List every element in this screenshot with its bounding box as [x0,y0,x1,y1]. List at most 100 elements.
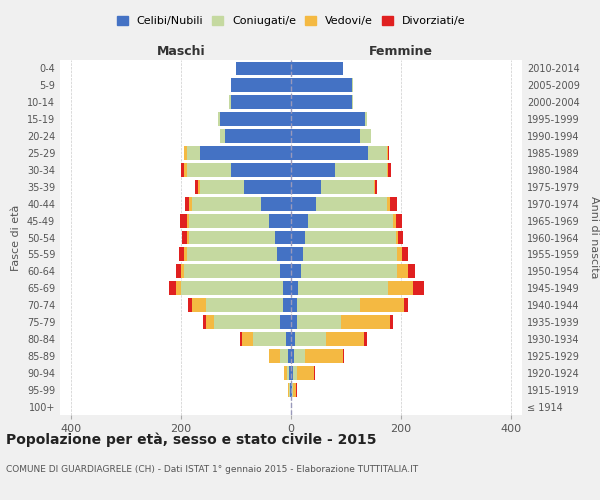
Bar [291,349,294,363]
Bar [182,230,187,244]
Text: Maschi: Maschi [157,46,205,59]
Bar [293,382,296,396]
Bar [289,366,291,380]
Bar [393,214,395,228]
Bar [341,315,390,329]
Bar [352,78,353,92]
Bar [368,146,387,160]
Bar [236,62,291,76]
Bar [241,332,253,346]
Bar [291,112,365,126]
Bar [197,180,200,194]
Bar [335,163,387,177]
Bar [220,129,225,143]
Bar [230,96,291,109]
Bar [360,298,404,312]
Bar [184,163,187,177]
Bar [187,230,189,244]
Bar [189,214,269,228]
Bar [244,180,291,194]
Bar [374,180,377,194]
Bar [343,349,344,363]
Bar [280,349,288,363]
Bar [184,146,187,160]
Bar [184,264,280,278]
Bar [291,214,308,228]
Bar [179,248,184,262]
Bar [326,332,364,346]
Bar [188,298,192,312]
Bar [269,349,280,363]
Bar [230,163,291,177]
Legend: Celibi/Nubili, Coniugati/e, Vedovi/e, Divorziati/e: Celibi/Nubili, Coniugati/e, Vedovi/e, Di… [113,12,469,29]
Bar [200,146,291,160]
Bar [206,315,214,329]
Bar [316,197,387,210]
Bar [291,366,293,380]
Bar [397,248,402,262]
Bar [364,332,367,346]
Bar [181,163,184,177]
Bar [398,230,403,244]
Bar [169,282,176,295]
Bar [220,112,291,126]
Bar [280,264,291,278]
Bar [283,282,291,295]
Bar [291,230,305,244]
Bar [291,62,343,76]
Bar [294,349,305,363]
Bar [291,332,295,346]
Bar [297,366,314,380]
Text: Popolazione per età, sesso e stato civile - 2015: Popolazione per età, sesso e stato civil… [6,432,377,447]
Bar [189,197,192,210]
Bar [373,180,374,194]
Bar [291,248,303,262]
Bar [295,332,326,346]
Bar [305,230,395,244]
Bar [253,332,286,346]
Bar [291,96,352,109]
Bar [185,197,189,210]
Bar [288,382,289,396]
Bar [293,366,297,380]
Bar [181,282,283,295]
Bar [292,382,293,396]
Bar [390,315,393,329]
Bar [288,349,291,363]
Bar [291,382,292,396]
Bar [286,332,291,346]
Bar [395,230,398,244]
Bar [176,282,181,295]
Bar [187,214,189,228]
Bar [184,248,187,262]
Bar [176,264,181,278]
Bar [291,146,368,160]
Bar [365,112,367,126]
Bar [187,146,200,160]
Bar [408,264,415,278]
Text: COMUNE DI GUARDIAGRELE (CH) - Dati ISTAT 1° gennaio 2015 - Elaborazione TUTTITAL: COMUNE DI GUARDIAGRELE (CH) - Dati ISTAT… [6,465,418,474]
Bar [180,214,187,228]
Bar [390,197,397,210]
Bar [404,298,408,312]
Bar [413,282,424,295]
Bar [387,197,390,210]
Bar [225,129,291,143]
Bar [388,146,389,160]
Bar [214,315,280,329]
Bar [195,180,197,194]
Bar [296,315,341,329]
Bar [308,214,393,228]
Bar [296,382,297,396]
Y-axis label: Anni di nascita: Anni di nascita [589,196,599,279]
Bar [290,382,291,396]
Bar [291,78,352,92]
Bar [291,282,298,295]
Bar [275,230,291,244]
Bar [284,366,287,380]
Bar [229,96,230,109]
Bar [305,349,343,363]
Bar [280,315,291,329]
Bar [303,248,397,262]
Bar [301,264,397,278]
